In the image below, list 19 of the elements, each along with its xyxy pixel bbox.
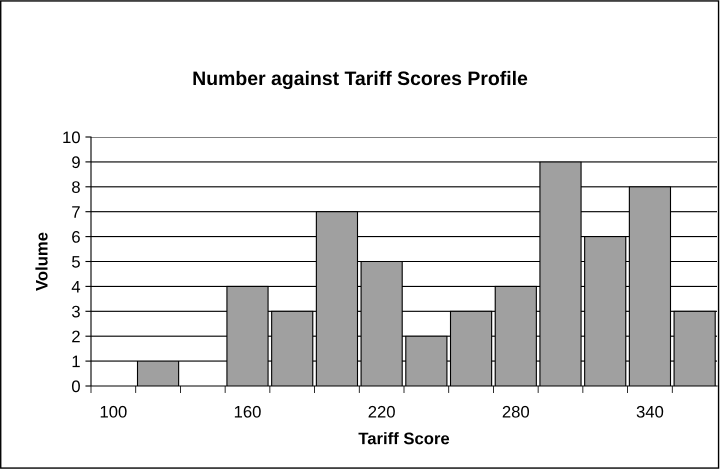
y-tick-label: 8 bbox=[72, 181, 80, 194]
y-tick-label: 1 bbox=[72, 356, 80, 368]
y-tick-label: 7 bbox=[72, 206, 80, 218]
y-axis-title: Volume bbox=[35, 232, 48, 291]
chart-title: Number against Tariff Scores Profile bbox=[193, 70, 528, 90]
y-tick-label: 10 bbox=[63, 131, 80, 144]
x-tick-label: 100 bbox=[100, 406, 127, 418]
y-tick-label: 3 bbox=[72, 306, 80, 318]
y-tick-label: 4 bbox=[72, 280, 80, 292]
x-tick-label: 280 bbox=[502, 406, 530, 418]
x-tick-label: 340 bbox=[636, 406, 664, 418]
y-tick-label: 9 bbox=[72, 156, 80, 168]
x-tick-label: 160 bbox=[234, 406, 261, 418]
x-tick-label: 220 bbox=[368, 406, 395, 418]
y-tick-label: 6 bbox=[72, 231, 80, 243]
y-tick-label: 5 bbox=[72, 256, 80, 268]
x-axis-title: Tariff Score bbox=[358, 432, 450, 444]
y-tick-label: 0 bbox=[72, 380, 80, 392]
y-tick-label: 2 bbox=[72, 330, 80, 342]
